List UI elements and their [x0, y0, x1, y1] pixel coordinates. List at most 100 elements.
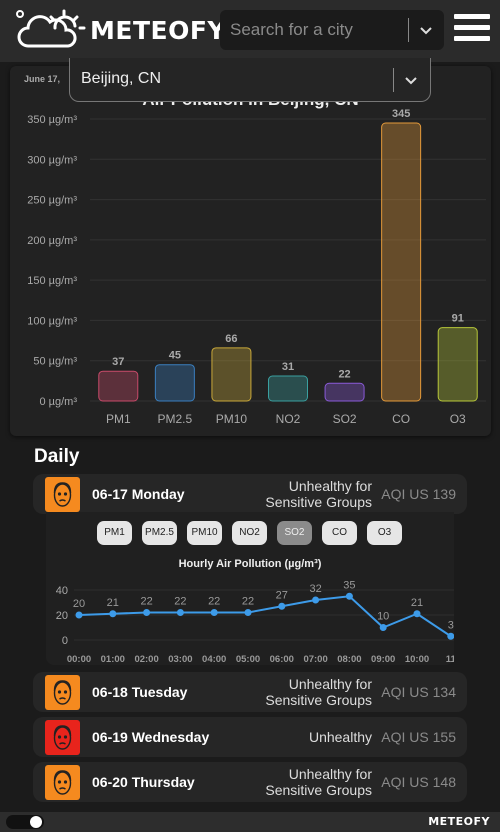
daily-row[interactable]: 06-20 Thursday Unhealthy for Sensitive Gro…: [33, 762, 467, 802]
x-tick-label: 04:00: [202, 654, 226, 665]
selected-city: Beijing, CN: [81, 70, 162, 87]
aqi-category-line: Unhealthy: [308, 729, 372, 745]
aqi-category: Unhealthy: [309, 729, 372, 745]
x-tick-label: 07:00: [303, 654, 327, 665]
cloud-sun-icon: [16, 9, 86, 48]
bar-so2: [324, 382, 365, 402]
x-tick-label: 11: [446, 654, 454, 665]
city-dropdown[interactable]: Beijing, CN: [69, 58, 431, 102]
pollutant-chip-pm25[interactable]: PM2.5: [142, 521, 177, 545]
y-tick-label: 50 µg/m³: [33, 356, 77, 368]
menu-bar: [454, 25, 490, 30]
hourly-value-label: 22: [242, 596, 254, 608]
x-tick-label: 05:00: [236, 654, 260, 665]
hourly-value-label: 32: [309, 583, 321, 595]
day-date-label: 06-19 Wednesday: [92, 729, 210, 745]
bar-value-label: 91: [452, 313, 464, 325]
hourly-line-chart: 0 20 40 20 00:00 21 01:00 22 02:00 22 03:00 22 04:00…: [56, 579, 454, 665]
x-tick-label: CO: [392, 412, 410, 426]
day-details-panel: PM1 PM2.5 PM10 NO2 SO2 CO O3 Hourly Air Pollut…: [46, 512, 454, 665]
city-search[interactable]: [220, 10, 444, 50]
aqi-category-line: Sensitive Groups: [265, 692, 372, 708]
pollutant-chip-o3[interactable]: O3: [367, 521, 402, 545]
bar-no2: [268, 375, 308, 402]
pollutant-chip-no2[interactable]: NO2: [232, 521, 267, 545]
aqi-value: AQI US 148: [381, 774, 456, 790]
daily-row[interactable]: 06-19 Wednesday Unhealthy AQI US 155: [33, 717, 467, 757]
hourly-point: [345, 592, 353, 600]
y-tick-label: 20: [56, 610, 68, 622]
aqi-value: AQI US 134: [381, 684, 456, 700]
daily-row[interactable]: 06-18 Tuesday Unhealthy for Sensitive Grou…: [33, 672, 467, 712]
hourly-value-label: 35: [343, 579, 355, 591]
search-input[interactable]: [220, 10, 408, 50]
hourly-value-label: 22: [208, 596, 220, 608]
y-tick-label: 0: [62, 635, 68, 647]
aqi-category-line: Unhealthy for: [288, 478, 372, 494]
hourly-value-label: 20: [73, 598, 85, 610]
bar-value-label: 31: [282, 361, 294, 373]
hourly-line: [78, 595, 452, 638]
hourly-point: [176, 609, 184, 616]
y-tick-label: 40: [56, 585, 68, 597]
aqi-value: AQI US 155: [381, 729, 456, 745]
footer-logo: METEOFY: [428, 815, 490, 828]
hourly-point: [244, 609, 252, 616]
bar-pm25: [154, 364, 195, 402]
hourly-value-label: 27: [276, 589, 288, 601]
hourly-point: [109, 610, 117, 618]
hourly-point: [312, 596, 320, 604]
bar-value-label: 37: [112, 356, 124, 368]
menu-bar: [454, 36, 490, 41]
hourly-point: [278, 602, 286, 610]
x-tick-label: 08:00: [337, 654, 361, 665]
app-header: METEOFY: [0, 0, 500, 62]
theme-toggle[interactable]: [6, 815, 44, 829]
aqi-category-line: Sensitive Groups: [265, 494, 372, 510]
app-logo[interactable]: METEOFY: [14, 8, 226, 54]
pollutant-chip-pm1[interactable]: PM1: [97, 521, 132, 545]
y-tick-label: 100 µg/m³: [27, 315, 77, 327]
bar-value-label: 22: [338, 368, 350, 380]
aqi-category-line: Unhealthy for: [288, 766, 372, 782]
hourly-point: [143, 609, 151, 616]
menu-button[interactable]: [454, 14, 490, 46]
x-tick-label: PM2.5: [158, 412, 193, 426]
hourly-value-label: 21: [107, 597, 119, 609]
chevron-down-icon[interactable]: [419, 23, 433, 37]
bar-value-label: 45: [169, 350, 181, 362]
aqi-face-icon: [45, 765, 80, 800]
bar-o3: [437, 327, 478, 402]
daily-row[interactable]: 06-17 Monday Unhealthy for Sensitive Group…: [33, 474, 467, 514]
bar-value-label: 66: [225, 333, 237, 345]
pollutant-chip-pm10[interactable]: PM10: [187, 521, 222, 545]
pollutant-chip-co[interactable]: CO: [322, 521, 357, 545]
bar-chart-canvas: 0 µg/m³ 50 µg/m³ 100 µg/m³ 150 µg/m³ 200 µg/…: [27, 108, 486, 426]
day-date-label: 06-20 Thursday: [92, 774, 195, 790]
y-tick-label: 250 µg/m³: [27, 195, 77, 207]
dropdown-divider: [393, 68, 394, 92]
day-date-label: 06-18 Tuesday: [92, 684, 188, 700]
chart-date: June 17,: [24, 74, 61, 84]
x-tick-label: 03:00: [168, 654, 192, 665]
aqi-face-icon: [45, 477, 80, 512]
pollutant-chip-so2[interactable]: SO2: [277, 521, 312, 545]
hourly-value-label: 21: [411, 597, 423, 609]
aqi-face-icon: [45, 675, 80, 710]
x-tick-label: PM1: [106, 412, 131, 426]
x-tick-label: 06:00: [270, 654, 294, 665]
bottom-bar: METEOFY: [0, 812, 500, 832]
chevron-down-icon[interactable]: [404, 73, 418, 87]
x-tick-label: SO2: [333, 412, 357, 426]
bar-pm10: [211, 347, 252, 402]
hourly-point: [379, 624, 387, 631]
x-tick-label: 00:00: [67, 654, 91, 665]
bar-pm1: [98, 370, 139, 402]
hourly-value-label: 3: [448, 619, 454, 631]
y-tick-label: 300 µg/m³: [27, 154, 77, 166]
aqi-category-line: Sensitive Groups: [265, 782, 372, 798]
x-tick-label: O3: [450, 412, 466, 426]
menu-bar: [454, 14, 490, 19]
bar-value-label: 345: [392, 108, 410, 120]
hourly-value-label: 22: [174, 596, 186, 608]
